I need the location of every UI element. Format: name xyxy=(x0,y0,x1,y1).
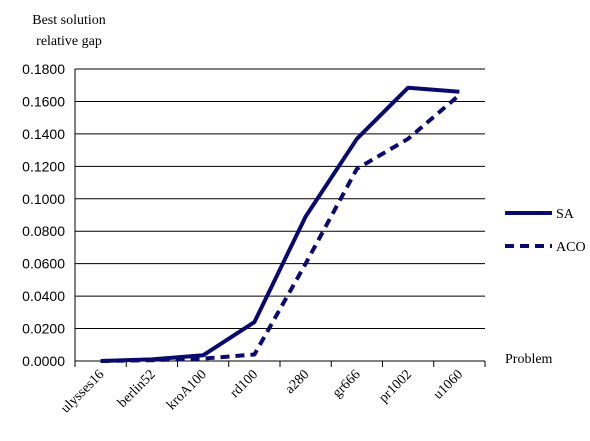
gridlines xyxy=(75,68,485,330)
y-tick-label: 0.1200 xyxy=(22,158,65,174)
y-tick-label: 0.1600 xyxy=(22,93,65,109)
axes xyxy=(74,69,486,367)
x-axis-title: Problem xyxy=(505,352,553,367)
y-tick-label: 0.1400 xyxy=(22,126,65,142)
x-tick-label: ulysses16 xyxy=(58,367,107,416)
y-tick-label: 0.0000 xyxy=(22,353,65,369)
x-tick-label: u1060 xyxy=(431,367,466,402)
y-tick-label: 0.0800 xyxy=(22,223,65,239)
x-tick-label: a280 xyxy=(283,367,313,397)
y-axis-title-line: Best solution xyxy=(32,13,106,28)
x-tick-label: gr666 xyxy=(330,367,364,401)
series-line-sa xyxy=(100,85,460,363)
y-axis-title: Best solution relative gap xyxy=(32,13,106,49)
y-tick-label: 0.0200 xyxy=(22,321,65,337)
legend-label-aco: ACO xyxy=(556,240,586,255)
x-tick-labels: ulysses16 berlin52 kroA100 rd100 a280 gr666 pr… xyxy=(58,367,466,416)
y-tick-label: 0.0400 xyxy=(22,288,65,304)
legend: SA ACO xyxy=(505,207,586,255)
y-tick-label: 0.0600 xyxy=(22,256,65,272)
y-tick-label: 0.1000 xyxy=(22,191,65,207)
x-tick-label: rd100 xyxy=(227,367,261,401)
legend-label-sa: SA xyxy=(556,207,575,222)
y-tick-label: 0.1800 xyxy=(22,61,65,77)
series-lines xyxy=(100,85,461,363)
x-tick-label: kroA100 xyxy=(164,367,210,413)
x-tick-label: pr1002 xyxy=(376,367,415,406)
series-line-aco xyxy=(100,93,461,363)
y-tick-labels: 0.0000 0.0200 0.0400 0.0600 0.0800 0.1000 0.12… xyxy=(22,61,65,369)
y-axis-title-line: relative gap xyxy=(36,34,102,49)
x-tick-label: berlin52 xyxy=(115,367,159,411)
